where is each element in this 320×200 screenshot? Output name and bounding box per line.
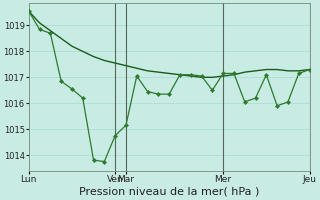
X-axis label: Pression niveau de la mer( hPa ): Pression niveau de la mer( hPa ) bbox=[79, 187, 259, 197]
